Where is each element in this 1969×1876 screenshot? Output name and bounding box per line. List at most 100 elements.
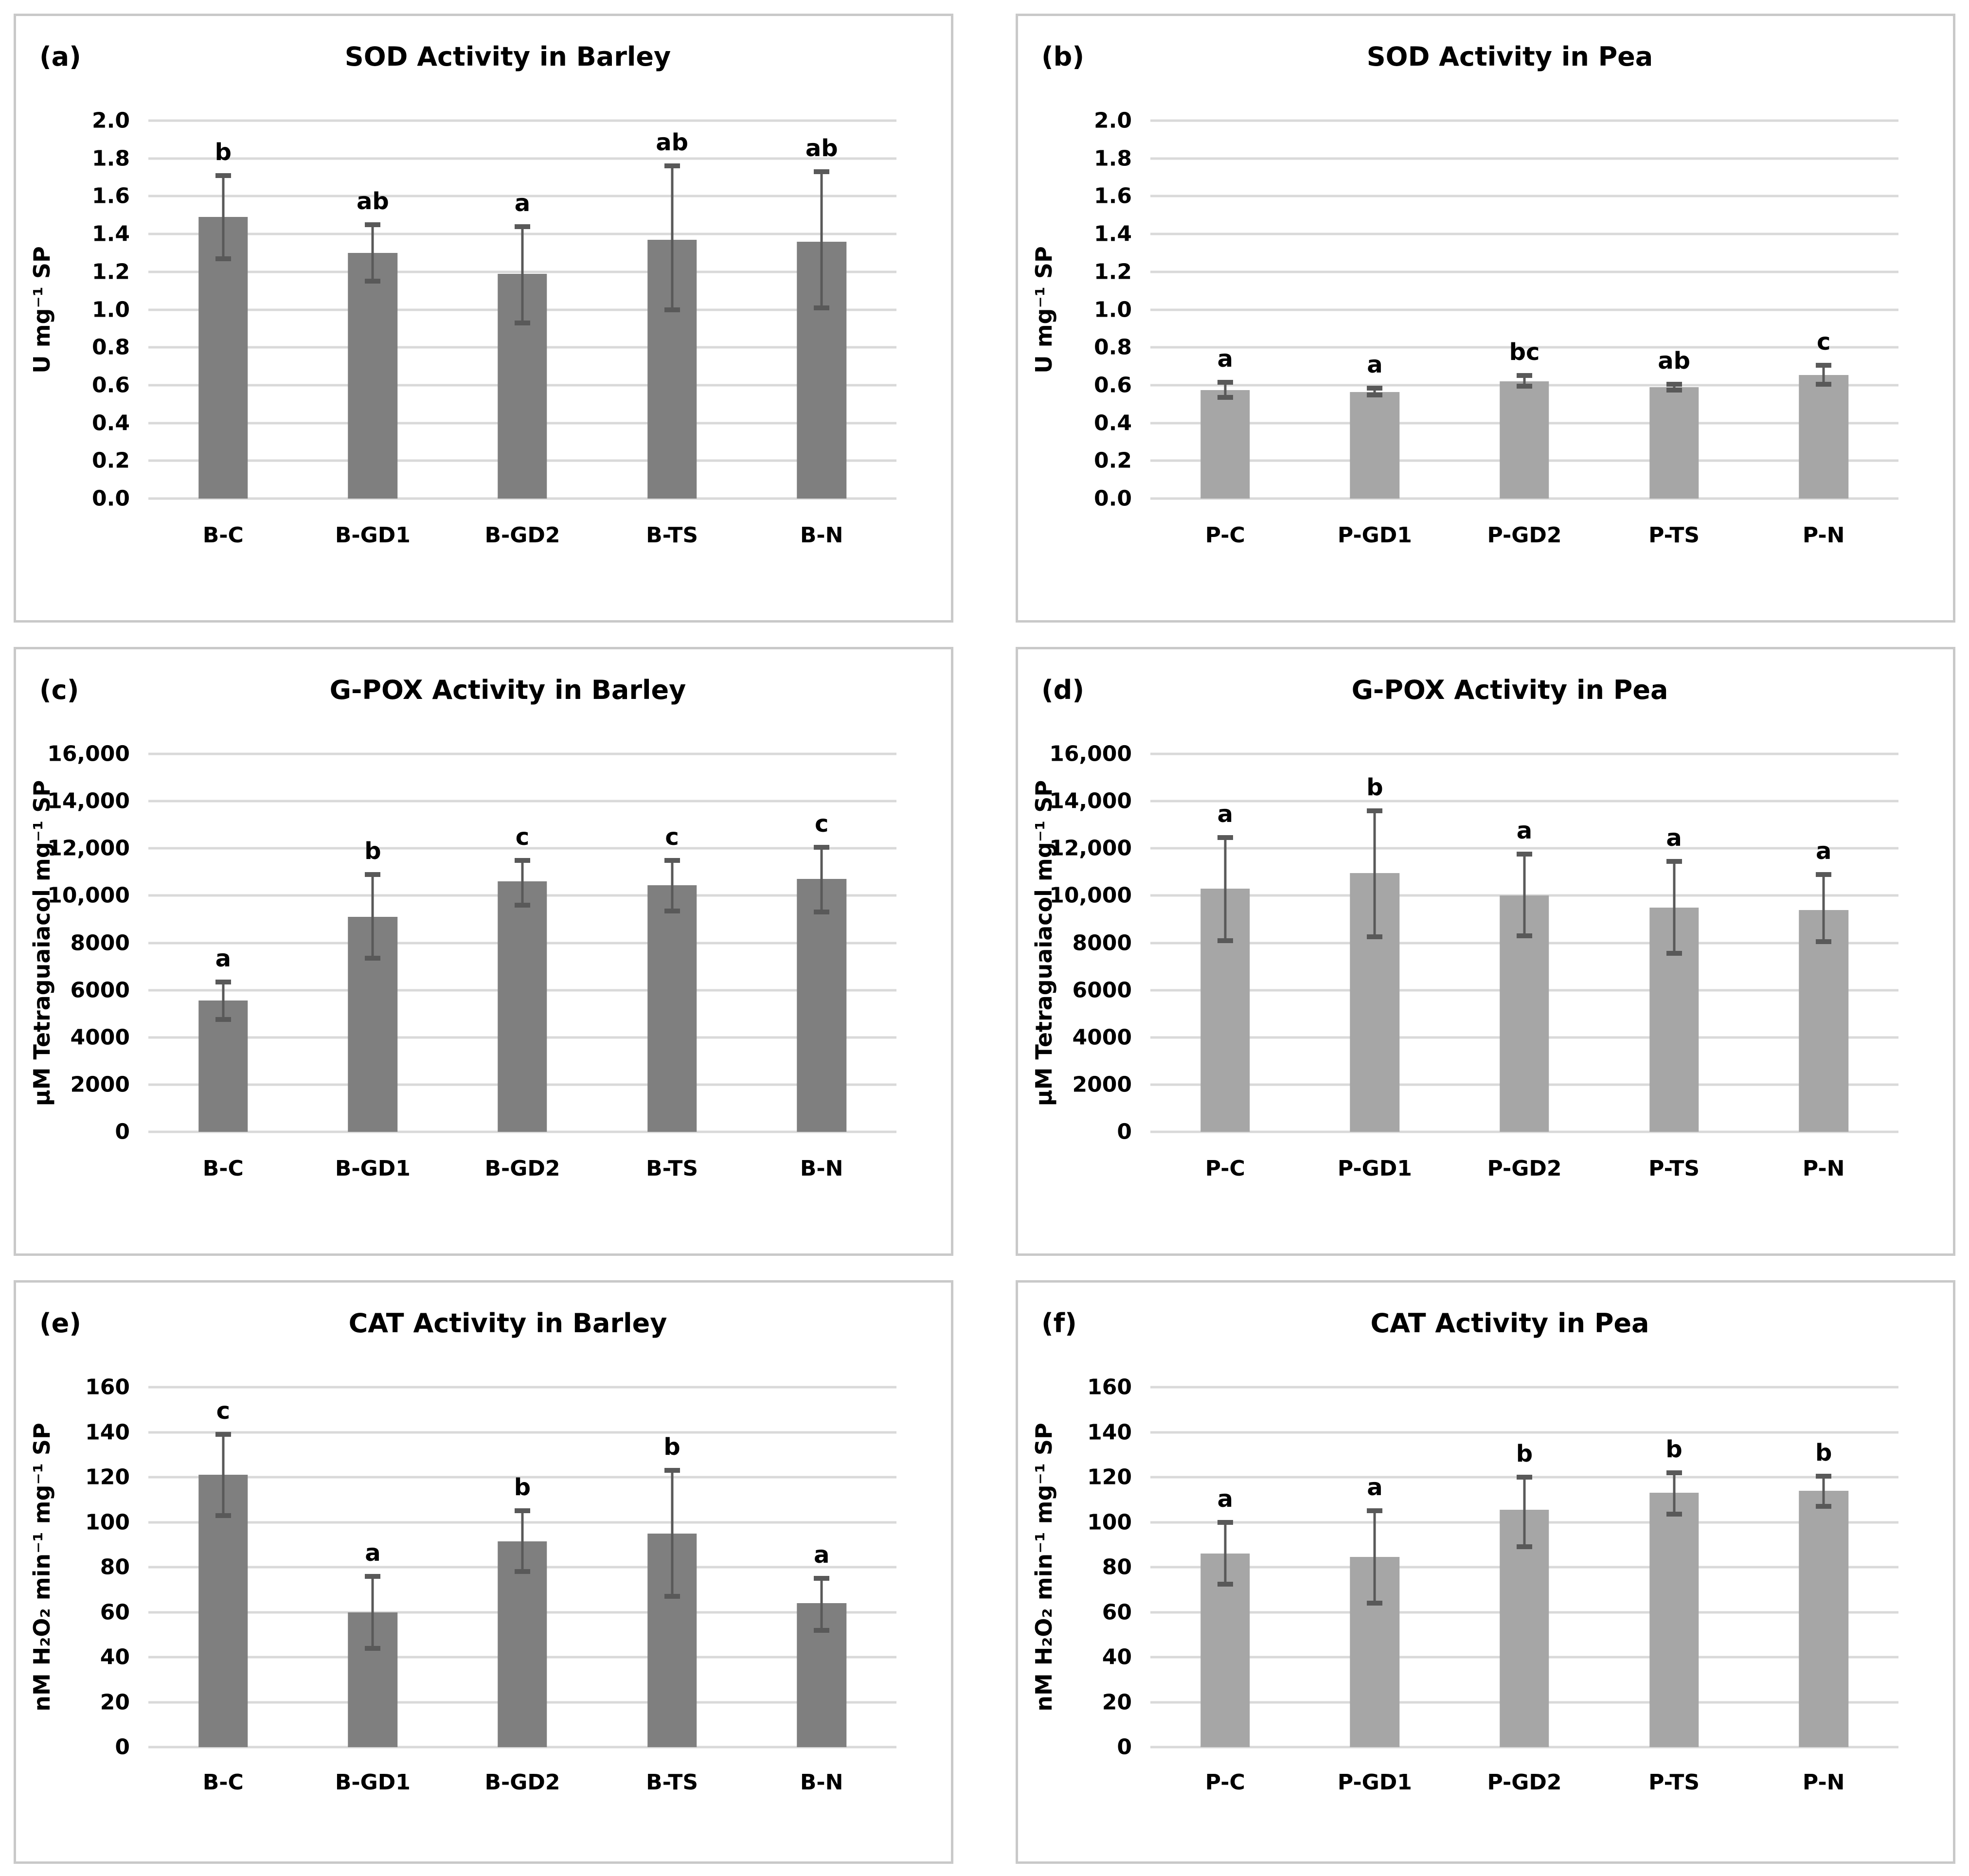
gridline — [1150, 232, 1898, 235]
x-tick-label-B-TS: B-TS — [646, 1770, 698, 1795]
error-bar-B-N — [820, 847, 823, 912]
y-tick-label: 1.0 — [1094, 297, 1132, 322]
panel-cat-pea: (f) CAT Activity in Pea nM H₂O₂ min⁻¹ mg… — [1016, 1280, 1955, 1864]
significance-letter-B-GD1: ab — [357, 187, 389, 215]
x-tick-label-B-N: B-N — [800, 1770, 843, 1795]
bar-B-N — [797, 879, 846, 1132]
y-tick-label: 1.4 — [1094, 221, 1132, 247]
significance-letter-B-TS: c — [665, 823, 679, 851]
x-tick-label-B-TS: B-TS — [646, 1156, 698, 1181]
panel-letter: (f) — [1041, 1308, 1077, 1339]
error-bar-P-N — [1822, 874, 1825, 942]
panel-gpox-pea: (d) G-POX Activity in Pea µM Tetraguaiac… — [1016, 647, 1955, 1256]
bar-P-TS — [1649, 1493, 1699, 1747]
y-tick-label: 1.6 — [1094, 183, 1132, 209]
gridline — [1150, 119, 1898, 122]
significance-letter-B-C: b — [215, 138, 232, 166]
bar-P-N — [1799, 910, 1848, 1132]
significance-letter-B-GD1: a — [365, 1539, 381, 1567]
bar-slot: b — [1599, 1387, 1749, 1747]
y-axis-ticks: 160 140 120 100 80 60 40 20 0 — [1018, 1375, 1139, 1760]
bar-slot: a — [148, 754, 298, 1132]
y-tick-label: 1.2 — [92, 259, 130, 285]
y-axis-ticks: 16,000 14,000 12,000 10,000 8000 6000 4000 2000… — [16, 742, 137, 1144]
error-bar-B-C — [222, 982, 225, 1020]
significance-letter-P-GD2: a — [1516, 817, 1533, 845]
error-bar-P-N — [1822, 1476, 1825, 1507]
y-tick-label: 16,000 — [47, 741, 130, 767]
x-axis-labels: B-C B-GD1 B-GD2 B-TS B-N — [148, 523, 896, 552]
error-cap-bottom — [664, 908, 680, 913]
x-tick-label-B-N: B-N — [800, 1156, 843, 1181]
y-tick-label: 1.0 — [92, 297, 130, 322]
gridline — [148, 1431, 896, 1433]
significance-letter-B-GD2: b — [514, 1474, 531, 1501]
plot-area: a b c c c — [148, 752, 896, 1133]
x-tick-label-B-TS: B-TS — [646, 523, 698, 548]
y-tick-label: 1.4 — [92, 221, 130, 247]
bar-B-C — [198, 217, 248, 499]
x-tick-label-P-GD2: P-GD2 — [1487, 523, 1562, 548]
bar-P-TS — [1649, 387, 1699, 499]
error-bar-P-TS — [1673, 1472, 1676, 1515]
significance-letter-P-GD2: bc — [1509, 339, 1540, 366]
y-tick-label: 0.0 — [92, 486, 130, 511]
error-bar-P-C — [1224, 382, 1227, 398]
error-cap-top — [1217, 835, 1233, 840]
y-tick-label: 80 — [100, 1554, 130, 1580]
x-tick-label-P-TS: P-TS — [1648, 1156, 1700, 1181]
gridline — [148, 847, 896, 850]
x-tick-label-B-C: B-C — [202, 523, 244, 548]
error-cap-top — [1666, 858, 1682, 864]
error-bar-P-TS — [1673, 861, 1676, 954]
y-tick-label: 0 — [1117, 1734, 1132, 1760]
x-tick-label-P-TS: P-TS — [1648, 523, 1700, 548]
error-cap-top — [1666, 1470, 1682, 1475]
bar-slot: c — [448, 754, 597, 1132]
error-cap-top — [1367, 808, 1383, 813]
bar-slot: b — [1300, 754, 1450, 1132]
error-cap-top — [1367, 1508, 1383, 1514]
y-tick-label: 120 — [1087, 1465, 1132, 1490]
y-tick-label: 0.4 — [1094, 411, 1132, 436]
gridline — [1150, 497, 1898, 500]
y-axis-ticks: 2.0 1.8 1.6 1.4 1.2 1.0 0.8 0.6 0.4 0.2 0.0 — [1018, 108, 1139, 511]
chart-title: G-POX Activity in Barley — [329, 675, 686, 705]
y-tick-label: 0.0 — [1094, 486, 1132, 511]
bar-P-GD2 — [1500, 381, 1549, 499]
y-tick-label: 16,000 — [1049, 741, 1132, 767]
error-cap-bottom — [1367, 1601, 1383, 1606]
bar-slot: a — [1150, 121, 1300, 499]
x-tick-label-P-TS: P-TS — [1648, 1770, 1700, 1795]
significance-letter-P-C: a — [1217, 801, 1233, 828]
plot-area: a b a a a — [1150, 752, 1898, 1133]
gridline — [148, 752, 896, 755]
bar-B-C — [198, 1475, 248, 1747]
x-tick-label-B-GD1: B-GD1 — [335, 1770, 411, 1795]
error-cap-top — [664, 858, 680, 863]
y-tick-label: 60 — [1102, 1600, 1132, 1625]
y-axis-ticks: 16,000 14,000 12,000 10,000 8000 6000 4000 2000… — [1018, 742, 1139, 1144]
error-cap-bottom — [814, 305, 830, 310]
error-cap-bottom — [1367, 934, 1383, 940]
error-bar-B-N — [820, 171, 823, 308]
error-bar-B-TS — [671, 166, 674, 310]
gridline — [148, 497, 896, 500]
x-tick-label-B-GD1: B-GD1 — [335, 1156, 411, 1181]
x-tick-label-P-GD2: P-GD2 — [1487, 1770, 1562, 1795]
x-tick-label-B-GD1: B-GD1 — [335, 523, 411, 548]
x-tick-label-P-N: P-N — [1802, 1770, 1845, 1795]
y-tick-label: 14,000 — [1049, 788, 1132, 814]
bar-slot: b — [1450, 1387, 1599, 1747]
panel-letter: (e) — [39, 1308, 81, 1339]
gridline — [1150, 308, 1898, 311]
gridline — [1150, 157, 1898, 160]
gridline — [148, 195, 896, 197]
error-cap-top — [514, 858, 530, 863]
bar-P-C — [1200, 390, 1250, 499]
significance-letter-P-N: b — [1815, 1439, 1832, 1466]
x-axis-labels: B-C B-GD1 B-GD2 B-TS B-N — [148, 1770, 896, 1799]
x-tick-label-P-C: P-C — [1205, 1156, 1245, 1181]
error-cap-bottom — [215, 256, 231, 261]
y-tick-label: 20 — [100, 1690, 130, 1715]
